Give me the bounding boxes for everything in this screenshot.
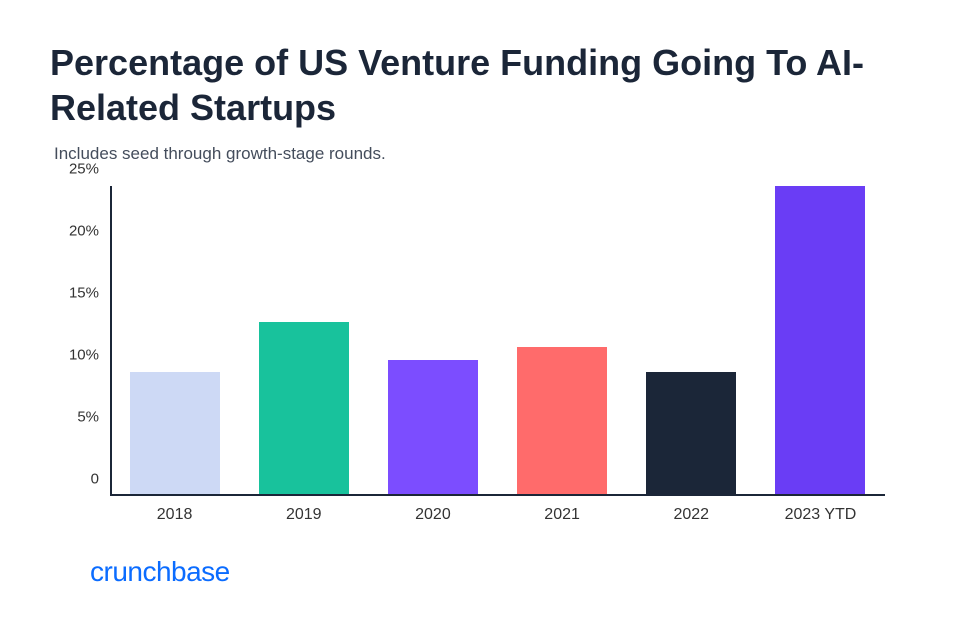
bar-slot xyxy=(368,186,497,496)
y-tick-label: 10% xyxy=(49,347,99,364)
x-axis-labels: 201820192020202120222023 YTD xyxy=(110,500,885,526)
bar xyxy=(646,372,736,496)
bar-slot xyxy=(239,186,368,496)
y-axis-line xyxy=(110,186,112,496)
bar-slot xyxy=(627,186,756,496)
y-tick-label: 0 xyxy=(49,471,99,488)
logo-text: crunchbase xyxy=(90,556,230,587)
bar xyxy=(775,186,865,496)
bar xyxy=(130,372,220,496)
chart-title: Percentage of US Venture Funding Going T… xyxy=(50,40,905,130)
bars-container xyxy=(110,186,885,496)
x-tick-label: 2023 YTD xyxy=(756,500,885,526)
y-tick-label: 25% xyxy=(49,161,99,178)
x-tick-label: 2019 xyxy=(239,500,368,526)
y-tick-label: 5% xyxy=(49,409,99,426)
bar xyxy=(388,360,478,496)
bar-slot xyxy=(498,186,627,496)
crunchbase-logo: crunchbase xyxy=(90,556,905,588)
y-tick-label: 15% xyxy=(49,285,99,302)
x-axis-line xyxy=(110,494,885,496)
chart-container: 05%10%15%20%25% 201820192020202120222023… xyxy=(50,186,905,526)
bar xyxy=(517,347,607,496)
bar xyxy=(259,322,349,496)
x-tick-label: 2018 xyxy=(110,500,239,526)
y-tick-label: 20% xyxy=(49,223,99,240)
chart-plot-area xyxy=(110,186,885,496)
x-tick-label: 2020 xyxy=(368,500,497,526)
bar-slot xyxy=(110,186,239,496)
y-axis: 05%10%15%20%25% xyxy=(50,186,105,496)
x-tick-label: 2021 xyxy=(498,500,627,526)
chart-subtitle: Includes seed through growth-stage round… xyxy=(54,144,905,164)
bar-slot xyxy=(756,186,885,496)
x-tick-label: 2022 xyxy=(627,500,756,526)
